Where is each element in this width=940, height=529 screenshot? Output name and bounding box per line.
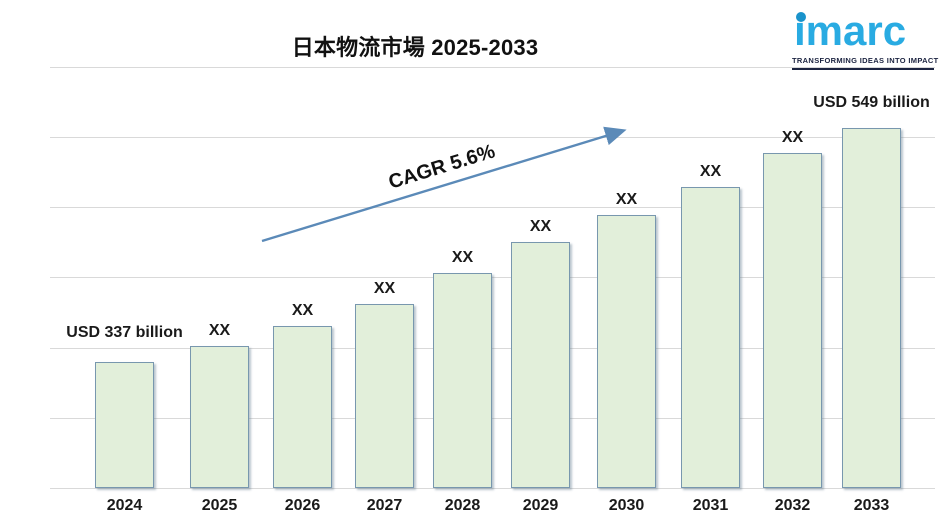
logo-tagline: TRANSFORMING IDEAS INTO IMPACT xyxy=(792,56,938,70)
bar-2029 xyxy=(511,242,570,488)
x-axis-label-2033: 2033 xyxy=(853,497,890,514)
bar-2028 xyxy=(433,273,492,488)
bar-value-label-2024: USD 337 billion xyxy=(66,324,183,341)
bar-value-label-2031: XX xyxy=(699,163,722,180)
bar-value-label-2029: XX xyxy=(529,218,552,235)
bar-2026 xyxy=(273,326,332,488)
bar-value-label-2032: XX xyxy=(781,129,804,146)
bar-column-2030: XX 2030 xyxy=(597,191,656,514)
x-axis-label-2028: 2028 xyxy=(444,497,481,514)
bar-column-2024: USD 337 billion 2024 xyxy=(66,324,182,514)
bar-column-2028: XX 2028 xyxy=(433,249,492,514)
bar-value-label-2033: USD 549 billion xyxy=(813,94,930,111)
bar-2030 xyxy=(597,215,656,488)
bar-2033 xyxy=(842,128,901,488)
bar-column-2025: XX 2025 xyxy=(190,322,249,514)
x-axis-label-2029: 2029 xyxy=(522,497,559,514)
x-axis-label-2024: 2024 xyxy=(106,497,143,514)
gridline xyxy=(50,277,935,278)
bar-2025 xyxy=(190,346,249,488)
bar-column-2029: XX 2029 xyxy=(511,218,570,514)
bar-column-2033: USD 549 billion 2033 xyxy=(813,94,929,514)
imarc-logo: ımarc TRANSFORMING IDEAS INTO IMPACT xyxy=(792,8,938,70)
x-axis-label-2030: 2030 xyxy=(608,497,645,514)
bar-column-2027: XX 2027 xyxy=(355,280,414,514)
imarc-wordmark-text: ımarc xyxy=(794,7,907,54)
bar-value-label-2027: XX xyxy=(373,280,396,297)
imarc-wordmark: ımarc xyxy=(792,8,934,54)
logo-dot-icon xyxy=(796,12,806,22)
x-axis-label-2027: 2027 xyxy=(366,497,403,514)
bar-2032 xyxy=(763,153,822,488)
gridline xyxy=(50,348,935,349)
gridline xyxy=(50,67,935,68)
bar-value-label-2025: XX xyxy=(208,322,231,339)
x-axis-label-2031: 2031 xyxy=(692,497,729,514)
chart-title: 日本物流市場 2025-2033 xyxy=(291,35,539,60)
x-axis-label-2026: 2026 xyxy=(284,497,321,514)
gridline xyxy=(50,418,935,419)
bar-2024 xyxy=(95,362,154,488)
bar-value-label-2026: XX xyxy=(291,302,314,319)
bar-value-label-2028: XX xyxy=(451,249,474,266)
x-axis-line xyxy=(50,488,935,489)
bar-column-2032: XX 2032 xyxy=(763,129,822,514)
x-axis-label-2025: 2025 xyxy=(201,497,238,514)
bar-2031 xyxy=(681,187,740,488)
x-axis-label-2032: 2032 xyxy=(774,497,811,514)
bar-value-label-2030: XX xyxy=(615,191,638,208)
bar-2027 xyxy=(355,304,414,488)
bar-column-2031: XX 2031 xyxy=(681,163,740,514)
bar-column-2026: XX 2026 xyxy=(273,302,332,514)
